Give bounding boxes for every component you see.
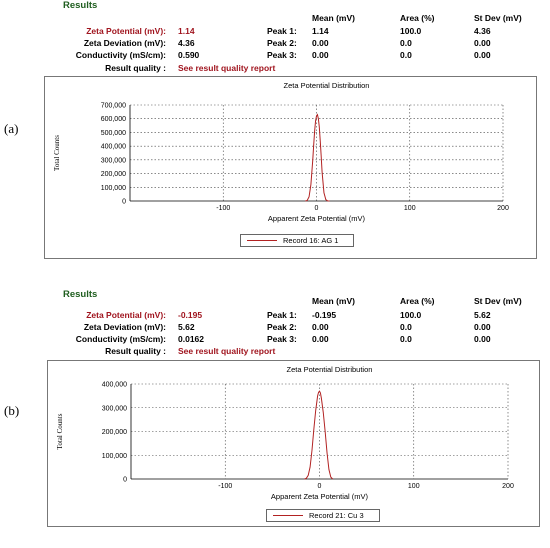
peak-2-mean: 0.00: [312, 322, 329, 332]
panel-a: Results Mean (mV) Area (%) St Dev (mV) Z…: [0, 0, 550, 265]
result-quality-label: Result quality :: [105, 346, 166, 356]
conductivity-value: 0.590: [178, 50, 200, 60]
peak-3-label: Peak 3:: [267, 50, 297, 60]
panel-b: Results Mean (mV) Area (%) St Dev (mV) Z…: [0, 283, 550, 548]
conductivity-label: Conductivity (mS/cm):: [75, 50, 166, 60]
series-line-0: [304, 390, 334, 480]
x-axis-title: Apparent Zeta Potential (mV): [271, 492, 369, 501]
zeta-deviation-value: 4.36: [178, 38, 195, 48]
chart-legend: Record 16: AG 1: [240, 234, 354, 247]
x-tick-label: -100: [216, 205, 230, 212]
y-tick-label: 0: [123, 477, 127, 484]
peak-1-stdev: 4.36: [474, 26, 491, 36]
peak-3-stdev: 0.00: [474, 334, 491, 344]
chart-frame: Zeta Potential Distribution 0 100,000 200,0…: [47, 360, 540, 527]
zeta-potential-label: Zeta Potential (mV):: [86, 26, 166, 36]
x-tick-label: -100: [218, 483, 232, 490]
peak-2-stdev: 0.00: [474, 322, 491, 332]
x-tick-label: 100: [408, 483, 420, 490]
y-tick-label: 500,000: [101, 130, 126, 137]
zeta-potential-label: Zeta Potential (mV):: [86, 310, 166, 320]
peak-2-area: 0.0: [400, 38, 412, 48]
header-mean: Mean (mV): [312, 13, 355, 23]
peak-3-stdev: 0.00: [474, 50, 491, 60]
y-tick-label: 400,000: [102, 382, 127, 389]
x-axis-title: Apparent Zeta Potential (mV): [268, 214, 366, 223]
peak-2-area: 0.0: [400, 322, 412, 332]
x-tick-label: 0: [318, 483, 322, 490]
y-tick-label: 200,000: [101, 171, 126, 178]
y-tick-label: 100,000: [102, 453, 127, 460]
peak-1-area: 100.0: [400, 310, 422, 320]
chart-frame: Zeta Potential Distribution 0 100,000 200,0…: [44, 76, 537, 259]
y-axis-title: Total Counts: [56, 413, 64, 449]
x-tick-label: 100: [404, 205, 416, 212]
figure-label: (b): [4, 403, 20, 418]
legend-line-swatch: [273, 515, 303, 516]
results-title: Results: [63, 0, 98, 11]
y-tick-label: 600,000: [101, 116, 126, 123]
y-tick-label: 300,000: [102, 405, 127, 412]
peak-1-label: Peak 1:: [267, 310, 297, 320]
results-title: Results: [63, 289, 98, 300]
zeta-deviation-label: Zeta Deviation (mV):: [83, 322, 166, 332]
header-mean: Mean (mV): [312, 296, 355, 306]
peak-1-mean: 1.14: [312, 26, 329, 36]
chart-title: Zeta Potential Distribution: [284, 81, 370, 90]
y-tick-label: 0: [122, 199, 126, 206]
y-axis-title: Total Counts: [53, 135, 61, 171]
peak-1-area: 100.0: [400, 26, 422, 36]
chart-legend: Record 21: Cu 3: [266, 509, 380, 522]
header-stdev: St Dev (mV): [474, 296, 522, 306]
header-area: Area (%): [400, 13, 435, 23]
zeta-deviation-label: Zeta Deviation (mV):: [83, 38, 166, 48]
y-tick-label: 300,000: [101, 157, 126, 164]
peak-3-area: 0.0: [400, 50, 412, 60]
peak-2-stdev: 0.00: [474, 38, 491, 48]
conductivity-value: 0.0162: [178, 334, 204, 344]
peak-3-mean: 0.00: [312, 334, 329, 344]
x-tick-label: 0: [315, 205, 319, 212]
zeta-potential-value: -0.195: [178, 310, 203, 320]
x-tick-label: 200: [502, 483, 514, 490]
result-quality-link[interactable]: See result quality report: [178, 63, 276, 73]
series-line-0: [305, 113, 330, 202]
peak-1-label: Peak 1:: [267, 26, 297, 36]
chart-title: Zeta Potential Distribution: [287, 365, 373, 374]
result-quality-label: Result quality :: [105, 63, 166, 73]
y-tick-label: 400,000: [101, 144, 126, 151]
peak-3-mean: 0.00: [312, 50, 329, 60]
header-area: Area (%): [400, 296, 435, 306]
y-tick-label: 200,000: [102, 429, 127, 436]
peak-1-mean: -0.195: [312, 310, 337, 320]
zeta-distribution-chart: Zeta Potential Distribution 0 100,000 200,0…: [56, 365, 514, 501]
conductivity-label: Conductivity (mS/cm):: [75, 334, 166, 344]
peak-3-area: 0.0: [400, 334, 412, 344]
peak-2-label: Peak 2:: [267, 322, 297, 332]
result-quality-link[interactable]: See result quality report: [178, 346, 276, 356]
peak-2-mean: 0.00: [312, 38, 329, 48]
header-stdev: St Dev (mV): [474, 13, 522, 23]
x-tick-label: 200: [497, 205, 509, 212]
legend-label: Record 21: Cu 3: [309, 511, 364, 520]
legend-line-swatch: [247, 240, 277, 241]
zeta-deviation-value: 5.62: [178, 322, 195, 332]
y-tick-label: 100,000: [101, 185, 126, 192]
figure-label: (a): [4, 121, 19, 136]
peak-1-stdev: 5.62: [474, 310, 491, 320]
peak-2-label: Peak 2:: [267, 38, 297, 48]
legend-label: Record 16: AG 1: [283, 236, 339, 245]
zeta-potential-value: 1.14: [178, 26, 195, 36]
peak-3-label: Peak 3:: [267, 334, 297, 344]
y-tick-label: 700,000: [101, 103, 126, 110]
zeta-distribution-chart: Zeta Potential Distribution 0 100,000 200,0…: [53, 81, 509, 223]
